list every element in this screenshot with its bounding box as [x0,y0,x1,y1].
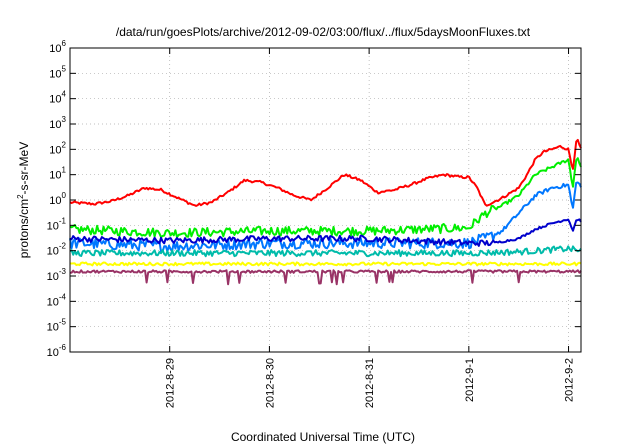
series-line-1 [69,138,582,207]
y-tick-label: 10-2 [47,242,67,258]
x-axis-ticks: 2012-8-29 2012-8-30 2012-8-31 2012-9-1 2012-… [165,48,576,408]
y-tick-label: 10-6 [47,343,67,359]
y-tick-label: 100 [49,191,66,207]
series-line-7 [69,269,582,286]
series-line-3 [69,181,582,253]
x-tick-label: 2012-8-31 [364,358,376,408]
y-tick-label: 10-4 [47,292,67,308]
y-tick-label: 105 [49,64,66,80]
x-tick-label: 2012-9-2 [564,358,576,402]
x-axis-label: Coordinated Universal Time (UTC) [231,430,415,444]
x-tick-label: 2012-8-30 [264,358,276,408]
y-tick-label: 103 [49,115,66,131]
grid [70,47,581,353]
x-tick-label: 2012-8-29 [165,358,177,408]
y-axis-label: protons/cm2-s-sr-MeV [16,142,31,258]
y-tick-label: 10-3 [47,267,67,283]
series-line-6 [69,261,582,267]
series-line-4 [69,218,582,247]
y-tick-label: 106 [49,39,66,55]
series-group [69,138,582,286]
y-tick-label: 10-1 [47,216,67,232]
series-line-5 [69,245,582,258]
y-tick-label: 102 [49,140,66,156]
series-line-2 [69,157,582,239]
y-tick-label: 10-5 [47,318,67,334]
y-tick-label: 104 [49,90,66,106]
x-tick-label: 2012-9-1 [464,358,476,402]
y-axis-ticks: 10-6 10-5 10-4 10-3 10-2 10-1 100 101 102 103 104 1… [47,39,581,359]
y-tick-label: 101 [49,166,66,182]
chart-title: /data/run/goesPlots/archive/2012-09-02/0… [116,25,531,39]
